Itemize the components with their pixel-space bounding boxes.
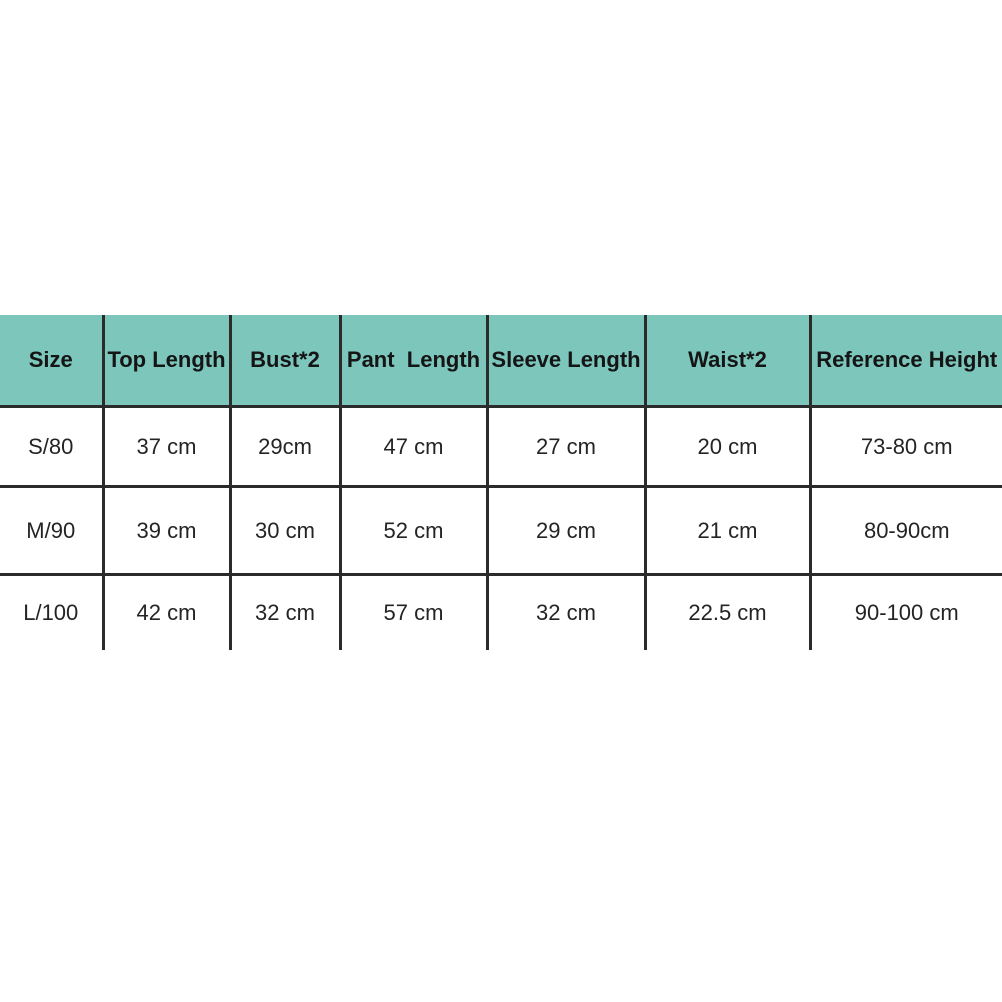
cell-size: L/100	[0, 574, 105, 650]
header-cell-bust: Bust*2	[230, 315, 342, 408]
cell-waist: 21 cm	[645, 486, 812, 576]
cell-top-length: 37 cm	[103, 406, 232, 488]
cell-waist: 22.5 cm	[645, 574, 812, 650]
cell-bust: 30 cm	[230, 486, 342, 576]
cell-sleeve-length: 27 cm	[487, 406, 647, 488]
cell-pant-length: 47 cm	[340, 406, 489, 488]
cell-size: M/90	[0, 486, 105, 576]
header-cell-top-length: Top Length	[103, 315, 232, 408]
cell-pant-length: 52 cm	[340, 486, 489, 576]
header-cell-pant-length: Pant Length	[340, 315, 489, 408]
header-cell-waist: Waist*2	[645, 315, 812, 408]
table-row-m90: M/90 39 cm 30 cm 52 cm 29 cm 21 cm 80-90…	[0, 486, 1002, 576]
cell-size: S/80	[0, 406, 105, 488]
cell-sleeve-length: 29 cm	[487, 486, 647, 576]
cell-reference-height: 73-80 cm	[810, 406, 1002, 488]
cell-bust: 29cm	[230, 406, 342, 488]
cell-reference-height: 80-90cm	[810, 486, 1002, 576]
cell-sleeve-length: 32 cm	[487, 574, 647, 650]
cell-bust: 32 cm	[230, 574, 342, 650]
table-row-s80: S/80 37 cm 29cm 47 cm 27 cm 20 cm 73-80 …	[0, 406, 1002, 488]
cell-top-length: 39 cm	[103, 486, 232, 576]
header-row: Size Top Length Bust*2 Pant Length Sleev…	[0, 315, 1002, 408]
header-cell-size: Size	[0, 315, 105, 408]
header-cell-reference-height: Reference Height	[810, 315, 1002, 408]
cell-reference-height: 90-100 cm	[810, 574, 1002, 650]
table-row-l100: L/100 42 cm 32 cm 57 cm 32 cm 22.5 cm 90…	[0, 574, 1002, 650]
cell-top-length: 42 cm	[103, 574, 232, 650]
size-chart-table: Size Top Length Bust*2 Pant Length Sleev…	[0, 315, 1002, 650]
cell-waist: 20 cm	[645, 406, 812, 488]
cell-pant-length: 57 cm	[340, 574, 489, 650]
header-cell-sleeve-length: Sleeve Length	[487, 315, 647, 408]
